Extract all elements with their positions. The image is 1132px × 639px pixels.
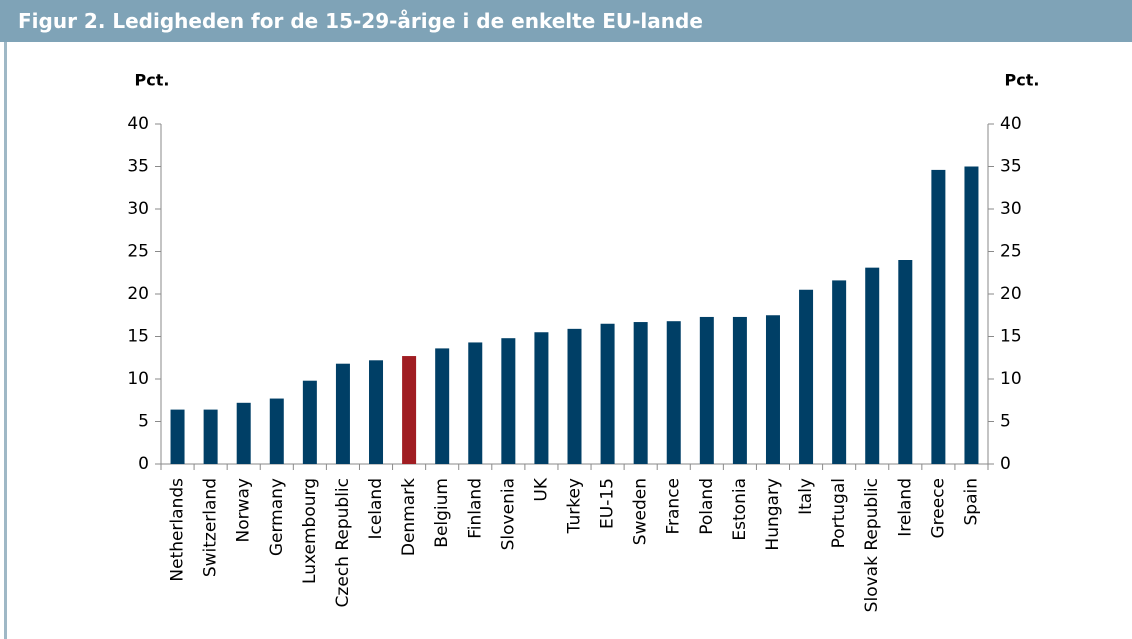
y-tick-label: 10 [127, 369, 149, 389]
y-tick-label: 15 [127, 327, 149, 347]
y-tick-label: 40 [127, 114, 149, 134]
x-tick-label: Estonia [730, 478, 750, 541]
x-tick-label: Greece [928, 478, 948, 539]
bar [534, 332, 549, 464]
x-tick-label: France [664, 478, 684, 535]
bar [335, 363, 350, 464]
x-tick-label: Italy [796, 478, 816, 515]
bar [765, 315, 780, 464]
y2-tick-label: 35 [1000, 157, 1022, 177]
bar [666, 321, 681, 464]
bar [633, 322, 648, 464]
x-tick-label: Norway [234, 478, 254, 543]
x-tick-label: Iceland [366, 478, 386, 540]
header: Figur 2. Ledigheden for de 15-29-årige i… [0, 0, 1132, 42]
bar [732, 316, 747, 464]
x-tick-label: Slovenia [498, 478, 518, 550]
x-tick-label: Germany [267, 478, 287, 556]
x-tick-label: Hungary [763, 478, 783, 551]
y-axis-label: Pct. [135, 71, 170, 90]
y2-tick-label: 20 [1000, 284, 1022, 304]
x-tick-label: Netherlands [168, 478, 188, 582]
bar [832, 280, 847, 464]
x-tick-label: Spain [961, 478, 981, 526]
bar [865, 267, 880, 464]
y2-tick-label: 40 [1000, 114, 1022, 134]
x-tick-label: Ireland [895, 478, 915, 537]
x-tick-label: UK [531, 477, 551, 501]
x-tick-label: Luxembourg [300, 478, 320, 584]
bar [369, 360, 384, 464]
bar [964, 166, 979, 464]
x-tick-label: Sweden [631, 478, 651, 545]
bar [600, 323, 615, 464]
y2-tick-label: 10 [1000, 369, 1022, 389]
y-tick-label: 20 [127, 284, 149, 304]
bar [302, 380, 317, 464]
y-tick-label: 5 [138, 412, 149, 432]
y2-tick-label: 5 [1000, 412, 1011, 432]
y-tick-label: 30 [127, 199, 149, 219]
y-tick-label: 25 [127, 242, 149, 262]
chart-title: Figur 2. Ledigheden for de 15-29-årige i… [18, 9, 703, 33]
bar [170, 409, 185, 464]
y2-tick-label: 30 [1000, 199, 1022, 219]
y-tick-label: 0 [138, 454, 149, 474]
x-tick-label: Switzerland [201, 478, 221, 577]
y2-axis-label: Pct. [1005, 71, 1040, 90]
x-tick-label: EU-15 [598, 478, 618, 529]
frame-border [4, 42, 7, 639]
y2-tick-label: 0 [1000, 454, 1011, 474]
bar [699, 316, 714, 464]
bar [501, 338, 516, 464]
bar [236, 402, 251, 464]
y-tick-label: 35 [127, 157, 149, 177]
bar [567, 328, 582, 464]
x-tick-label: Denmark [399, 478, 419, 556]
bar [468, 342, 483, 464]
x-tick-label: Finland [465, 478, 485, 539]
bar [898, 260, 913, 464]
x-tick-label: Belgium [432, 478, 452, 548]
y2-tick-label: 15 [1000, 327, 1022, 347]
bar [931, 169, 946, 464]
bar [799, 289, 814, 464]
x-tick-label: Poland [697, 478, 717, 535]
bar [402, 356, 417, 464]
bar [269, 398, 284, 464]
bar [435, 348, 450, 464]
bar [203, 409, 218, 464]
y2-tick-label: 25 [1000, 242, 1022, 262]
x-tick-label: Turkey [565, 478, 585, 534]
x-tick-label: Slovak Republic [862, 478, 882, 612]
x-tick-label: Czech Republic [333, 478, 353, 607]
x-tick-label: Portugal [829, 478, 849, 548]
